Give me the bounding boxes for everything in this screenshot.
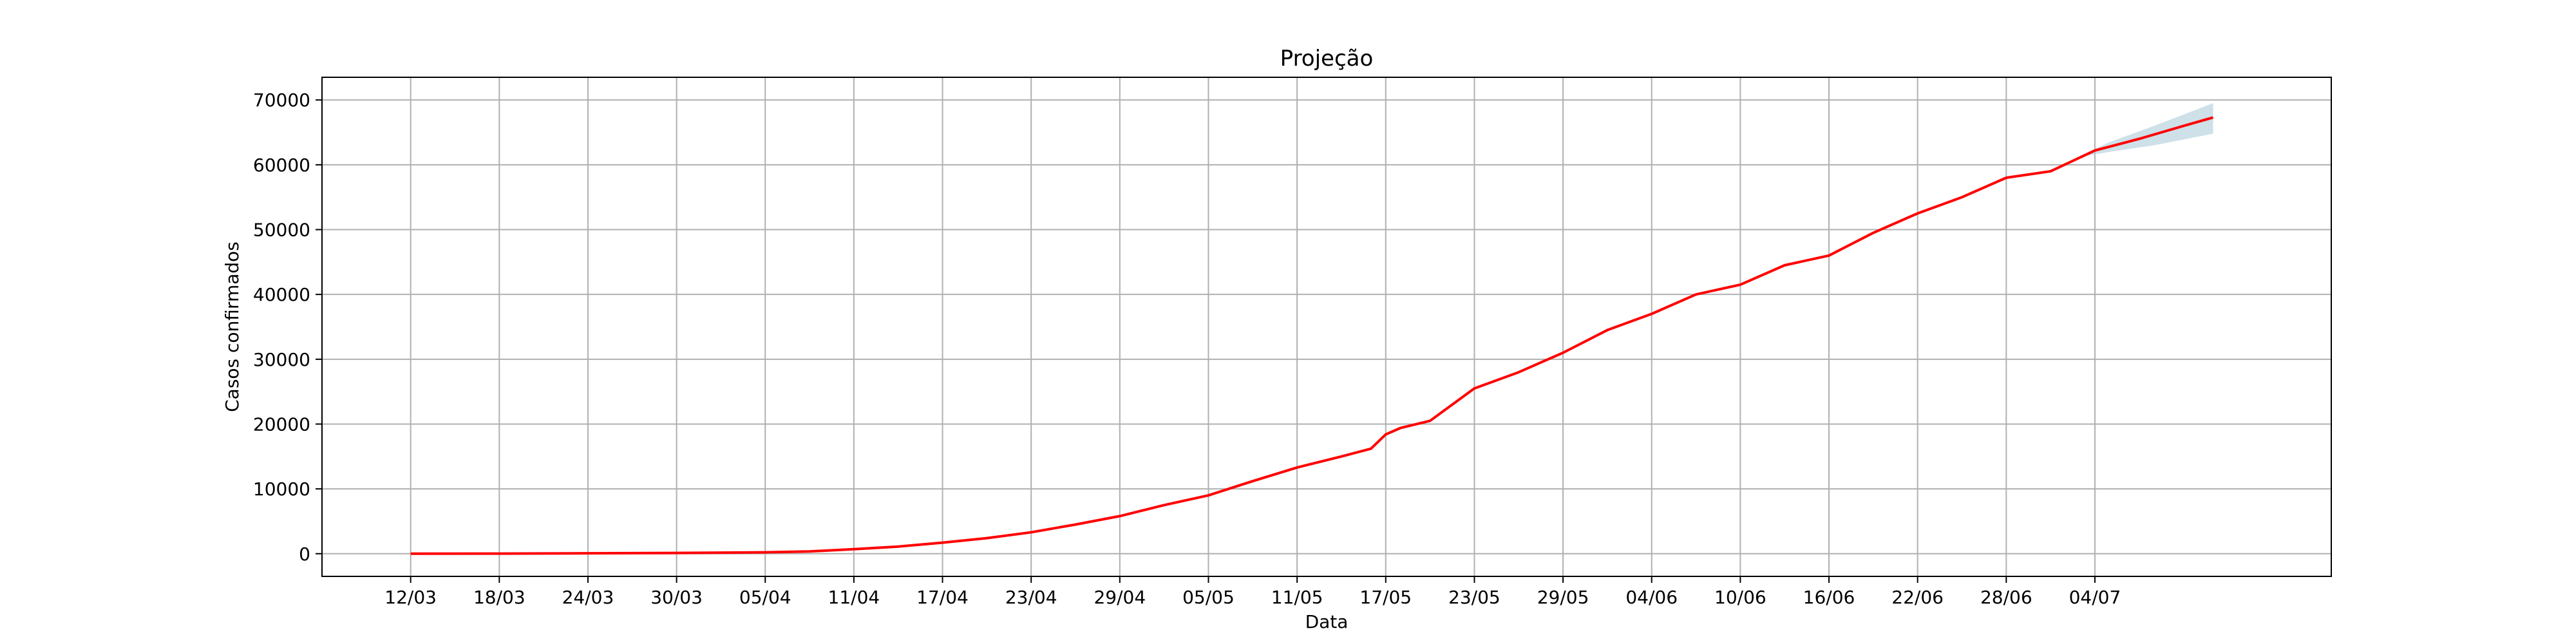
x-tick-label: 05/05 xyxy=(1182,587,1235,608)
x-tick-label: 04/07 xyxy=(2069,587,2121,608)
x-tick-label: 18/03 xyxy=(473,587,526,608)
plot-frame xyxy=(321,77,2332,577)
tick-layer: 12/03 18/03 24/03 30/03 05/04 11/04 17/04 23/04… xyxy=(253,90,2121,608)
series-line xyxy=(410,116,2214,555)
y-axis-label: Casos confirmados xyxy=(222,242,243,412)
y-tick-label: 60000 xyxy=(253,155,310,176)
x-tick-label: 23/04 xyxy=(1005,587,1057,608)
grid-layer xyxy=(322,77,2331,576)
chart-title: Projeção xyxy=(1280,46,1374,71)
x-tick-label: 17/05 xyxy=(1359,587,1412,608)
x-tick-label: 17/04 xyxy=(916,587,969,608)
x-tick-label: 12/03 xyxy=(384,587,437,608)
x-tick-label: 10/06 xyxy=(1714,587,1766,608)
x-tick-label: 04/06 xyxy=(1625,587,1678,608)
line-layer xyxy=(410,116,2214,555)
x-tick-label: 29/05 xyxy=(1537,587,1589,608)
x-tick-label: 24/03 xyxy=(562,587,614,608)
y-tick-label: 20000 xyxy=(253,413,310,435)
x-tick-label: 28/06 xyxy=(1980,587,2032,608)
x-tick-label: 30/03 xyxy=(650,587,703,608)
x-tick-label: 16/06 xyxy=(1803,587,1855,608)
y-tick-label: 70000 xyxy=(253,90,310,111)
y-tick-label: 40000 xyxy=(253,284,310,305)
x-tick-label: 11/05 xyxy=(1271,587,1323,608)
x-tick-label: 23/05 xyxy=(1448,587,1501,608)
y-tick-label: 30000 xyxy=(253,349,310,370)
x-tick-label: 05/04 xyxy=(739,587,791,608)
confidence-band xyxy=(2080,103,2213,157)
y-tick-label: 50000 xyxy=(253,220,310,241)
x-axis-label: Data xyxy=(1305,611,1349,632)
x-tick-label: 29/04 xyxy=(1094,587,1146,608)
y-tick-label: 0 xyxy=(299,544,310,565)
x-tick-label: 11/04 xyxy=(828,587,880,608)
x-tick-label: 22/06 xyxy=(1891,587,1944,608)
y-tick-label: 10000 xyxy=(253,478,310,500)
band-layer xyxy=(2080,103,2213,157)
